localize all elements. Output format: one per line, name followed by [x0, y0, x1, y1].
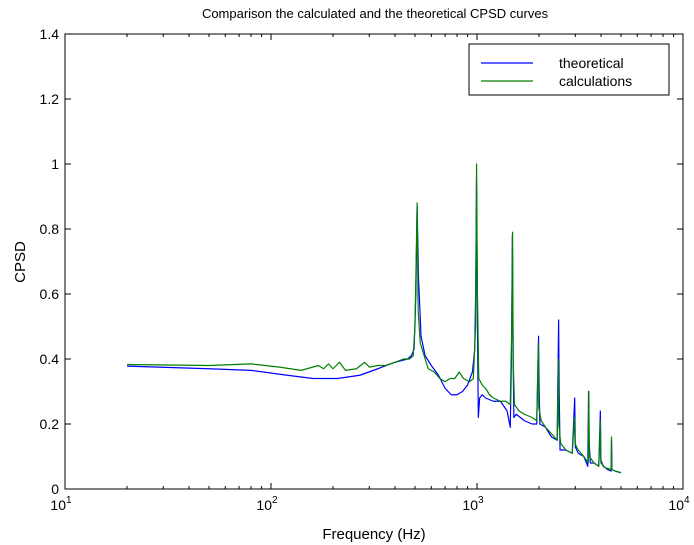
x-tick-label: 101	[50, 495, 72, 513]
plot-area	[64, 33, 684, 490]
series-layer	[126, 163, 622, 474]
y-tick-label: 0	[51, 481, 59, 497]
legend: theoretical calculations	[468, 43, 670, 96]
series-line-calculations	[127, 163, 622, 474]
y-tick-label: 1.4	[40, 26, 60, 42]
x-tick-label: 103	[462, 495, 484, 513]
x-tick-label: 102	[256, 495, 278, 513]
y-tick-label: 0.4	[40, 351, 60, 367]
y-tick-label: 1	[51, 156, 59, 172]
y-tick-label: 0.2	[40, 416, 60, 432]
x-axis-ticks: 101 102 103 104	[50, 34, 690, 513]
y-axis-label: CPSD	[12, 241, 29, 283]
legend-label-calculations: calculations	[559, 73, 632, 89]
legend-box	[468, 43, 670, 96]
legend-label-theoretical: theoretical	[559, 55, 624, 71]
x-axis-label: Frequency (Hz)	[322, 526, 425, 543]
x-tick-label: 104	[668, 495, 690, 513]
y-axis-ticks: 0 0.2 0.4 0.6 0.8 1 1.2 1.4	[40, 26, 683, 497]
y-tick-label: 0.6	[40, 286, 60, 302]
y-tick-label: 0.8	[40, 221, 60, 237]
chart-title: Comparison the calculated and the theore…	[202, 6, 549, 21]
y-tick-label: 1.2	[40, 91, 60, 107]
